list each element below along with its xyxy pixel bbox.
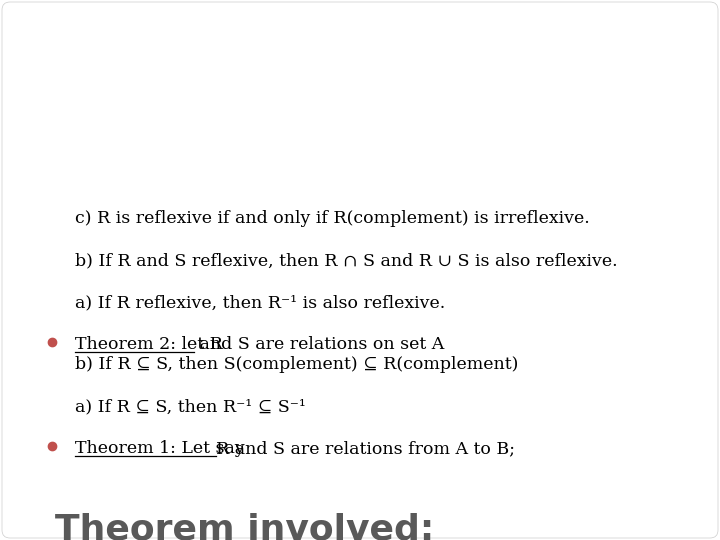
Text: Theorem 1: Let say: Theorem 1: Let say bbox=[75, 440, 251, 457]
Text: b) If R and S reflexive, then R ∩ S and R ∪ S is also reflexive.: b) If R and S reflexive, then R ∩ S and … bbox=[75, 252, 618, 269]
Text: and S are relations on set A: and S are relations on set A bbox=[194, 336, 444, 353]
Text: Theorem 2: let R: Theorem 2: let R bbox=[75, 336, 223, 353]
Text: c) R is reflexive if and only if R(complement) is irreflexive.: c) R is reflexive if and only if R(compl… bbox=[75, 210, 590, 227]
Text: R and S are relations from A to B;: R and S are relations from A to B; bbox=[216, 440, 516, 457]
Text: a) If R reflexive, then R⁻¹ is also reflexive.: a) If R reflexive, then R⁻¹ is also refl… bbox=[75, 294, 445, 311]
Text: b) If R ⊆ S, then S(complement) ⊆ R(complement): b) If R ⊆ S, then S(complement) ⊆ R(comp… bbox=[75, 356, 518, 373]
Text: Theorem involved:: Theorem involved: bbox=[55, 512, 434, 540]
Text: a) If R ⊆ S, then R⁻¹ ⊆ S⁻¹: a) If R ⊆ S, then R⁻¹ ⊆ S⁻¹ bbox=[75, 398, 306, 415]
